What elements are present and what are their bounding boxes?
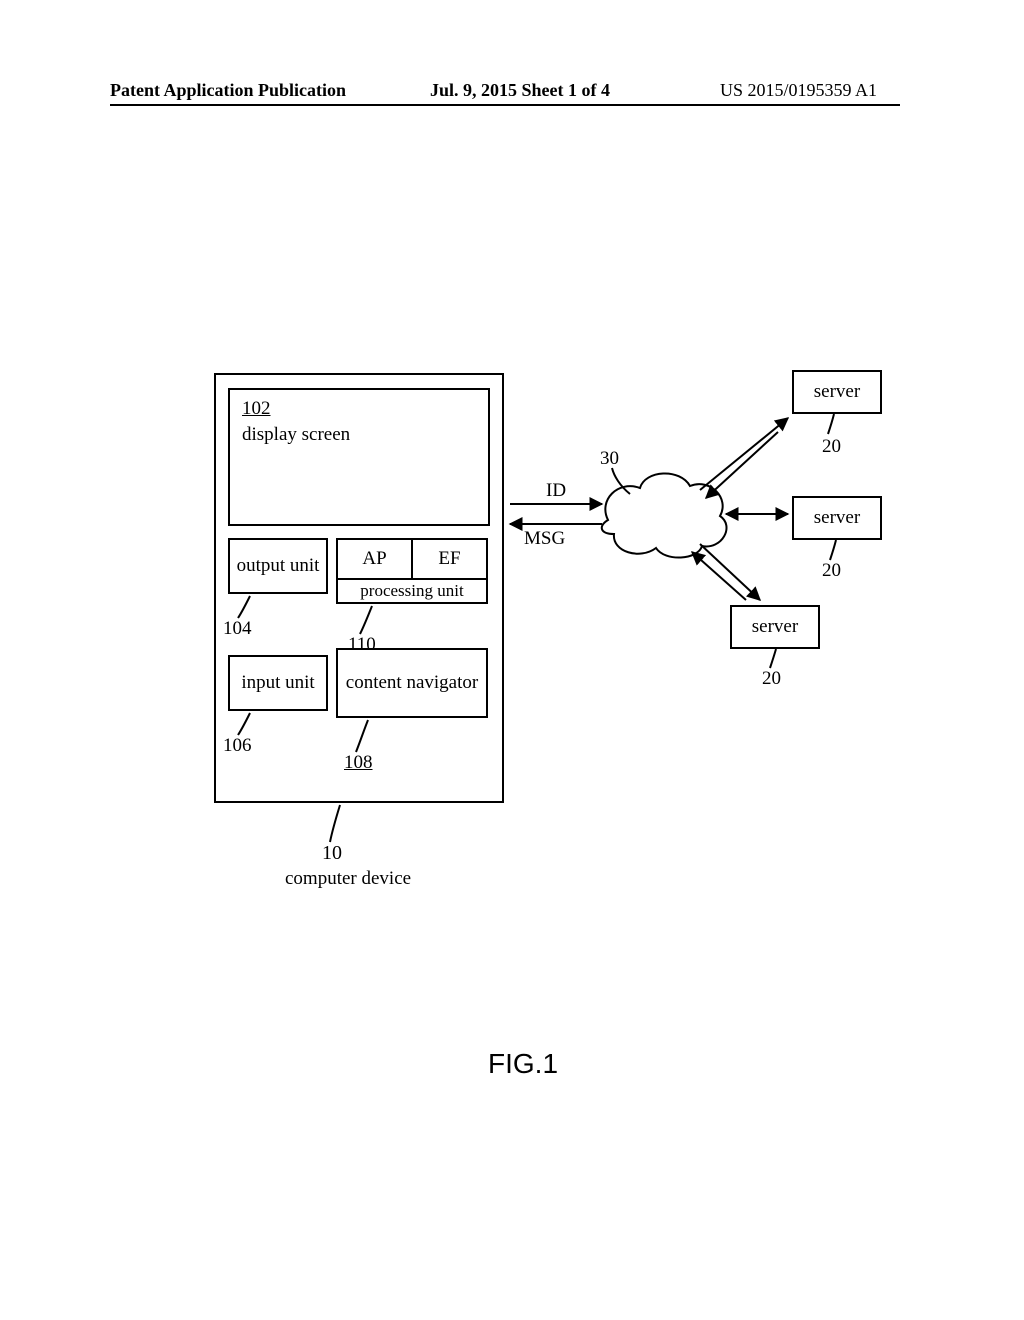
server-label-3: server	[752, 616, 798, 638]
server-ref-2: 20	[822, 560, 841, 582]
display-screen-label: display screen	[242, 424, 350, 446]
id-signal-label: ID	[546, 480, 566, 502]
msg-signal-label: MSG	[524, 528, 565, 550]
network-ref: 30	[600, 448, 619, 470]
input-unit-box: input unit	[228, 655, 328, 711]
content-navigator-box: content navigator	[336, 648, 488, 718]
server-ref-1: 20	[822, 436, 841, 458]
processing-ef-label: EF	[438, 548, 460, 570]
computer-device-ref: 10	[322, 842, 342, 865]
processing-unit-label: processing unit	[360, 581, 463, 601]
input-unit-label: input unit	[241, 672, 314, 694]
processing-unit-label-cell: processing unit	[360, 580, 463, 602]
server-ref-3: 20	[762, 668, 781, 690]
network-label: network	[626, 508, 688, 530]
processing-ap-cell: AP	[338, 540, 413, 578]
server-box-3: server	[730, 605, 820, 649]
display-screen-box: 102 display screen	[228, 388, 490, 526]
diagram-overlay	[0, 0, 1024, 1320]
server-label-2: server	[814, 507, 860, 529]
server-box-2: server	[792, 496, 882, 540]
output-unit-box: output unit	[228, 538, 328, 594]
input-unit-ref: 106	[223, 735, 252, 757]
display-screen-ref: 102	[242, 398, 271, 420]
content-navigator-label: content navigator	[346, 672, 478, 694]
processing-ap-label: AP	[362, 548, 386, 570]
computer-device-caption: computer device	[285, 868, 411, 890]
server-box-1: server	[792, 370, 882, 414]
content-navigator-ref: 108	[344, 752, 373, 774]
output-unit-label: output unit	[237, 555, 320, 577]
processing-ef-cell: EF	[413, 540, 486, 578]
server-label-1: server	[814, 381, 860, 403]
output-unit-ref: 104	[223, 618, 252, 640]
figure-number: FIG.1	[488, 1048, 558, 1080]
processing-unit-box: AP EF processing unit	[336, 538, 488, 604]
figure-diagram: 102 display screen output unit 104 input…	[0, 0, 1024, 1320]
